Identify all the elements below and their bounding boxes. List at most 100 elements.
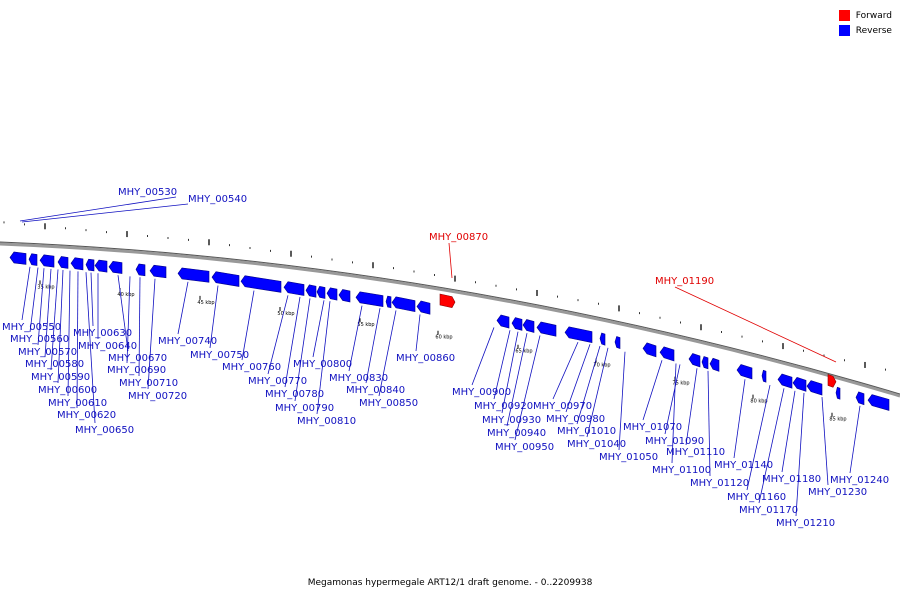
legend: Forward Reverse	[838, 8, 892, 38]
reverse-gene-arrow	[777, 373, 793, 389]
reverse-gene-arrow	[761, 369, 767, 383]
gene-label: MHY_01170	[739, 505, 798, 516]
reverse-gene-arrow	[792, 377, 807, 392]
gene-label: MHY_00970	[533, 401, 592, 412]
gene-leader-line	[37, 268, 45, 346]
gene-label: MHY_00860	[396, 353, 455, 364]
scale-label: 80 kbp	[750, 399, 767, 405]
gene-leader-line	[821, 397, 829, 486]
reverse-gene-arrow	[70, 257, 84, 271]
gene-label: MHY_00570	[18, 347, 77, 358]
reverse-gene-arrow	[385, 295, 392, 309]
reverse-gene-arrow	[855, 391, 865, 406]
gene-label: MHY_00740	[158, 336, 217, 347]
reverse-gene-arrow	[283, 281, 305, 296]
gene-label: MHY_00560	[10, 334, 69, 345]
gene-label: MHY_00670	[108, 353, 167, 364]
reverse-gene-arrow	[135, 263, 146, 277]
legend-reverse: Reverse	[838, 23, 892, 38]
gene-leader-line	[378, 310, 397, 397]
gene-leader-line	[348, 305, 363, 372]
reverse-gene-arrow	[642, 342, 657, 358]
scale-label: 75 kbp	[672, 381, 689, 387]
gene-label: MHY_01180	[762, 474, 821, 485]
reverse-gene-arrow	[806, 380, 823, 396]
gene-leader-line	[707, 370, 711, 477]
gene-leader-line	[565, 344, 591, 413]
gene-label: MHY_01070	[623, 422, 682, 433]
reverse-gene-arrow	[305, 284, 317, 298]
gene-leader-line	[294, 298, 311, 402]
gene-label: MHY_01050	[599, 452, 658, 463]
gene-leader-line	[471, 327, 495, 386]
reverse-gene-arrow	[108, 261, 123, 274]
reverse-gene-arrow	[709, 357, 720, 372]
reverse-gene-arrow	[177, 267, 210, 283]
gene-label: MHY_00830	[329, 373, 388, 384]
gene-leader-line	[415, 314, 421, 352]
gene-label: MHY_00620	[57, 410, 116, 421]
gene-label: MHY_00870	[429, 232, 488, 243]
gene-leader-line	[19, 196, 177, 222]
reverse-gene-arrow	[94, 259, 108, 273]
reverse-gene-arrow	[614, 336, 621, 350]
forward-swatch	[838, 10, 850, 21]
gene-label: MHY_00580	[25, 359, 84, 370]
reverse-gene-arrow	[867, 394, 890, 411]
gene-leader-line	[117, 275, 129, 352]
reverse-gene-arrow	[338, 289, 351, 303]
gene-leader-line	[501, 331, 519, 414]
gene-leader-line	[138, 277, 141, 377]
reverse-gene-arrow	[416, 300, 431, 315]
genome-caption: Megamonas hypermegale ART12/1 draft geno…	[307, 578, 593, 588]
gene-label: MHY_00930	[482, 415, 541, 426]
gene-leader-line	[147, 278, 156, 390]
reverse-gene-arrow	[496, 314, 510, 329]
gene-leader-line	[29, 267, 39, 333]
gene-leader-line	[67, 270, 71, 397]
gene-label: MHY_01040	[567, 439, 626, 450]
gene-label: MHY_00760	[222, 362, 281, 373]
forward-gene-arrow	[827, 374, 837, 388]
gene-label: MHY_00600	[38, 385, 97, 396]
gene-label: MHY_00540	[188, 194, 247, 205]
reverse-gene-arrow	[211, 271, 240, 287]
legend-forward: Forward	[838, 8, 892, 23]
gene-label: MHY_00750	[190, 350, 249, 361]
scale-label: 50 kbp	[277, 311, 294, 317]
gene-label: MHY_01010	[557, 426, 616, 437]
gene-leader-line	[44, 268, 52, 358]
gene-leader-line	[284, 296, 301, 388]
reverse-gene-arrow	[659, 346, 675, 362]
reverse-gene-arrow	[240, 275, 282, 293]
gene-leader-line	[674, 286, 837, 363]
gene-label: MHY_00630	[73, 328, 132, 339]
gene-leader-line	[85, 272, 96, 424]
reverse-gene-arrow	[701, 356, 709, 370]
gene-leader-line	[267, 295, 289, 375]
reverse-gene-arrow	[57, 256, 69, 269]
gene-leader-line	[312, 300, 325, 358]
gene-leader-line	[21, 203, 189, 223]
reverse-gene-arrow	[9, 251, 27, 265]
gene-leader-line	[685, 368, 698, 446]
reverse-gene-arrow	[355, 291, 384, 307]
gene-leader-line	[506, 333, 528, 427]
gene-label: MHY_00950	[495, 442, 554, 453]
gene-label: MHY_00840	[346, 385, 405, 396]
backbone-line	[0, 242, 900, 398]
scale-label: 70 kbp	[593, 362, 610, 368]
gene-leader-line	[241, 290, 255, 361]
gene-leader-line	[746, 385, 771, 491]
gene-label: MHY_00640	[78, 341, 137, 352]
gene-leader-line	[552, 341, 579, 400]
reverse-gene-arrow	[28, 253, 38, 266]
gene-label: MHY_01090	[645, 436, 704, 447]
gene-label: MHY_00790	[275, 403, 334, 414]
gene-label: MHY_00850	[359, 398, 418, 409]
gene-leader-line	[795, 392, 805, 517]
gene-leader-line	[671, 363, 677, 464]
gene-label: MHY_00530	[118, 187, 177, 198]
gene-label: MHY_01210	[776, 518, 835, 529]
